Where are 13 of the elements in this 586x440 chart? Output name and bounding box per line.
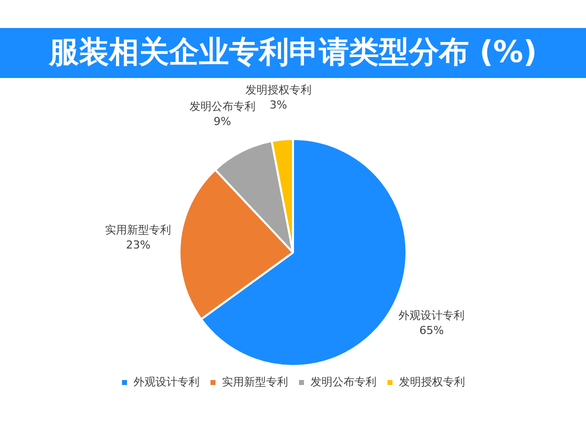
data-label: 23% xyxy=(126,238,150,252)
data-label: 9% xyxy=(214,114,232,128)
slice-label: 发明授权专利 xyxy=(245,84,312,97)
legend-label: 发明公布专利 xyxy=(310,375,376,388)
legend-label: 发明授权专利 xyxy=(399,375,465,388)
legend-label: 实用新型专利 xyxy=(222,375,288,388)
data-label: 3% xyxy=(270,98,288,112)
slice-label: 实用新型专利 xyxy=(105,224,172,237)
data-label: 65% xyxy=(419,324,444,337)
slice-label: 发明公布专利 xyxy=(189,100,256,113)
chart-title: 服装相关企业专利申请类型分布 (%) xyxy=(0,28,586,78)
legend-label: 外观设计专利 xyxy=(134,375,200,388)
slice-label: 外观设计专利 xyxy=(398,308,465,322)
